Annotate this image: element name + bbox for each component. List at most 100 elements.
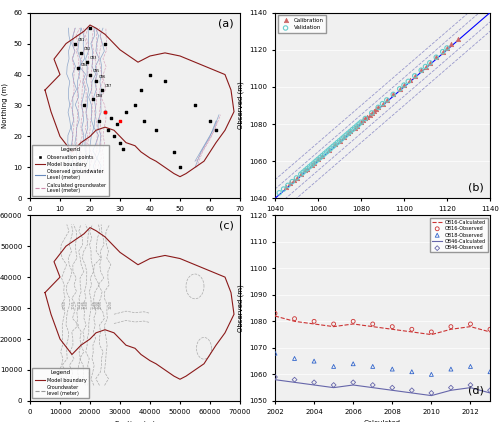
OB46-Calculated — [311, 382, 317, 387]
Point — [83, 59, 91, 65]
Calibration — [366, 111, 374, 118]
Legend: Model boundary, Groundwater
level (meter): Model boundary, Groundwater level (meter… — [32, 368, 89, 398]
Validation — [316, 154, 324, 161]
Text: (d): (d) — [468, 385, 483, 395]
Validation — [329, 143, 337, 150]
Calibration — [443, 45, 451, 51]
OB16-Calculated — [487, 330, 493, 335]
Validation — [443, 45, 451, 51]
Point — [110, 133, 118, 140]
Validation — [352, 122, 360, 129]
OB16-Observed — [368, 321, 376, 327]
OB18-Observed — [408, 368, 416, 375]
OB46-Observed — [428, 390, 436, 396]
Text: OB5: OB5 — [93, 69, 100, 73]
Calibration — [432, 54, 440, 61]
OB16-Calculated — [272, 314, 278, 319]
X-axis label: Calculated: Calculated — [364, 420, 401, 422]
Validation — [400, 82, 408, 89]
Point — [104, 127, 112, 134]
OB16-Calculated — [409, 330, 415, 335]
Validation — [336, 138, 344, 144]
OB46-Observed — [466, 381, 474, 388]
OB46-Observed — [447, 384, 455, 391]
Validation — [308, 162, 316, 168]
OB18-Observed — [290, 355, 298, 362]
OB46-Calculated — [370, 385, 376, 390]
Point — [122, 108, 130, 115]
Text: OB6: OB6 — [99, 75, 106, 79]
OB46-Observed — [349, 379, 357, 386]
OB18-Observed — [330, 363, 338, 370]
Validation — [314, 156, 322, 163]
Text: 1095: 1095 — [99, 300, 103, 309]
OB46-Calculated — [350, 382, 356, 387]
Point — [77, 49, 85, 56]
Point — [107, 114, 115, 121]
OB16-Observed — [330, 321, 338, 327]
Calibration — [303, 165, 311, 172]
Validation — [348, 126, 356, 133]
Text: (c): (c) — [219, 221, 234, 231]
Validation — [422, 63, 430, 70]
Calibration — [454, 35, 462, 42]
Calibration — [389, 91, 397, 98]
OB18-Observed — [466, 363, 474, 370]
Calibration — [368, 110, 376, 116]
X-axis label: Easting (m): Easting (m) — [115, 217, 155, 224]
Legend: Observation points, Model boundary, Observed groundwater
Level (meter), Calculat: Observation points, Model boundary, Obse… — [32, 145, 108, 196]
Point — [86, 71, 94, 78]
Calibration — [396, 85, 404, 92]
Text: (b): (b) — [468, 183, 483, 193]
Calibration — [378, 100, 386, 107]
X-axis label: Easting (m): Easting (m) — [115, 420, 155, 422]
Validation — [344, 130, 352, 137]
Calibration — [422, 63, 430, 70]
Point — [140, 118, 148, 124]
Text: OB1: OB1 — [78, 38, 85, 42]
Calibration — [290, 176, 298, 183]
Validation — [306, 163, 314, 170]
Validation — [325, 147, 333, 154]
Point — [86, 25, 94, 32]
Line: OB16-Calculated: OB16-Calculated — [275, 316, 490, 335]
Validation — [288, 178, 296, 185]
Text: OB7: OB7 — [105, 84, 112, 88]
OB46-Calculated — [428, 393, 434, 398]
Validation — [350, 124, 358, 131]
Calibration — [301, 167, 309, 174]
OB16-Observed — [466, 321, 474, 327]
Point — [92, 77, 100, 84]
Point — [71, 40, 79, 47]
Y-axis label: Observed (m): Observed (m) — [238, 284, 244, 332]
OB46-Observed — [408, 387, 416, 394]
Validation — [303, 165, 311, 172]
Point — [101, 108, 109, 115]
OB16-Calculated — [350, 322, 356, 327]
Calibration — [374, 104, 382, 111]
Validation — [299, 169, 307, 176]
Text: 1085: 1085 — [92, 300, 96, 309]
Calibration — [308, 162, 316, 168]
Validation — [334, 139, 342, 146]
Validation — [374, 104, 382, 111]
OB46-Calculated — [448, 388, 454, 393]
Point — [191, 102, 199, 109]
Validation — [357, 119, 365, 126]
OB46-Observed — [388, 384, 396, 391]
Validation — [340, 134, 348, 141]
Point — [176, 164, 184, 171]
Calibration — [417, 67, 425, 73]
OB16-Observed — [290, 315, 298, 322]
Calibration — [282, 184, 290, 191]
OB46-Observed — [368, 381, 376, 388]
Validation — [331, 141, 339, 148]
OB16-Observed — [310, 318, 318, 325]
Point — [146, 71, 154, 78]
OB16-Observed — [447, 323, 455, 330]
Point — [161, 77, 169, 84]
Text: 1075: 1075 — [82, 300, 86, 309]
Point — [131, 102, 139, 109]
Point — [170, 149, 178, 155]
Text: (a): (a) — [218, 18, 234, 28]
